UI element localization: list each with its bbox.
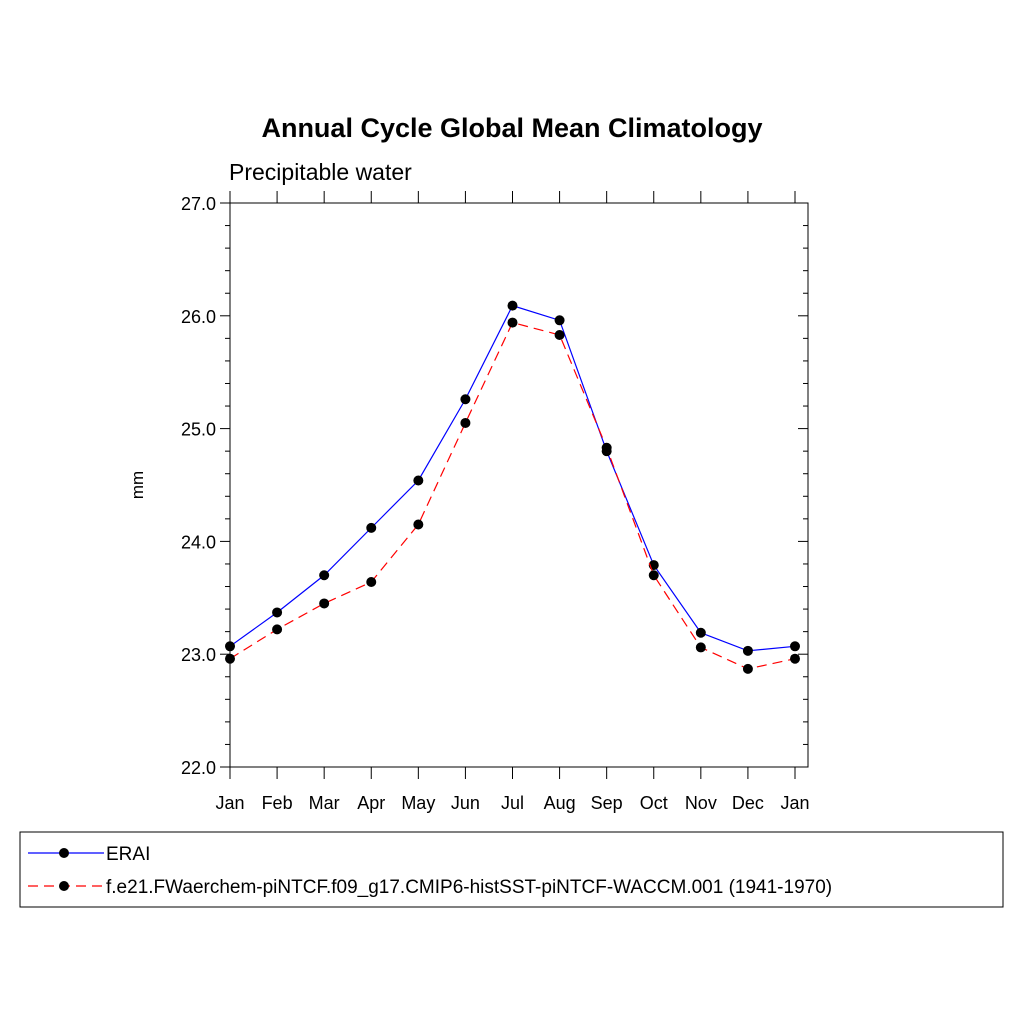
series-2-point (413, 519, 424, 530)
y-tick-label: 23.0 (181, 645, 216, 665)
series-2-point (460, 417, 471, 428)
x-tick-label: Feb (262, 793, 293, 813)
series-1-point (225, 641, 235, 652)
series-2-point (507, 317, 518, 328)
x-tick-label: Oct (640, 793, 668, 813)
series-2-point (601, 442, 612, 453)
series-1-point (507, 300, 518, 311)
y-tick-label: 25.0 (181, 420, 216, 440)
legend-label-1: ERAI (106, 844, 150, 865)
y-tick-label: 26.0 (181, 307, 216, 327)
chart-subtitle: Precipitable water (229, 159, 412, 185)
series-2-point (648, 570, 659, 581)
series-2-point (225, 653, 235, 664)
series-2-point (319, 598, 330, 609)
series-2-point (272, 624, 283, 635)
series-2-point (742, 663, 753, 674)
legend-label-2: f.e21.FWaerchem-piNTCF.f09_g17.CMIP6-his… (106, 877, 832, 898)
series-1-point (695, 627, 706, 638)
y-tick-label: 27.0 (181, 194, 216, 214)
legend-marker-2 (59, 881, 69, 891)
series-line-1 (229, 304, 796, 652)
plot-frame (229, 202, 809, 768)
x-tick-label: May (401, 793, 435, 813)
series-2-point (366, 577, 377, 588)
series-1-point (272, 607, 283, 618)
x-tick-label: Jan (780, 793, 809, 813)
legend-marker-1 (59, 848, 69, 858)
legend: ERAI f.e21.FWaerchem-piNTCF.f09_g17.CMIP6… (28, 844, 832, 898)
x-tick-label: Dec (732, 793, 764, 813)
series-line-2 (229, 321, 796, 670)
axes-layer: 22.0 23.0 24.0 25.0 26.0 27.0 Jan Feb Mar Apr May J… (181, 191, 810, 813)
series-2-point (554, 329, 565, 340)
x-tick-label: Jun (451, 793, 480, 813)
x-tick-label: Aug (544, 793, 576, 813)
series-2-point (695, 642, 706, 653)
series-1-point (366, 522, 377, 533)
x-tick-label: Jan (215, 793, 244, 813)
y-tick-label: 22.0 (181, 758, 216, 778)
x-tick-label: Nov (685, 793, 717, 813)
series-layer (225, 300, 800, 674)
series-1-point (554, 315, 565, 326)
x-tick-label: Jul (501, 793, 524, 813)
x-tick-label: Mar (309, 793, 340, 813)
series-1-point (460, 394, 471, 405)
series-2-point (790, 653, 800, 664)
chart-title: Annual Cycle Global Mean Climatology (261, 113, 762, 143)
x-tick-label: Apr (357, 793, 385, 813)
series-1-point (790, 641, 800, 652)
y-tick-label: 24.0 (181, 532, 216, 552)
series-1-point (742, 645, 753, 656)
x-tick-label: Sep (591, 793, 623, 813)
y-axis-label: mm (128, 471, 147, 499)
series-1-point (319, 570, 330, 581)
series-1-point (413, 475, 424, 486)
legend-box (19, 831, 1004, 908)
